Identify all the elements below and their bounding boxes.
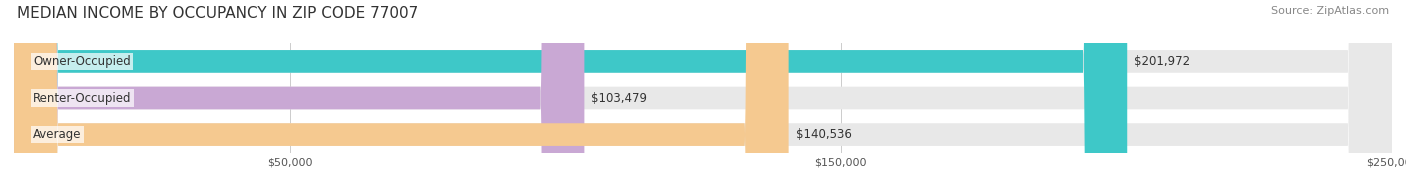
- Text: $103,479: $103,479: [592, 92, 647, 104]
- Text: Average: Average: [34, 128, 82, 141]
- FancyBboxPatch shape: [14, 0, 1392, 196]
- Text: $201,972: $201,972: [1135, 55, 1191, 68]
- Text: Source: ZipAtlas.com: Source: ZipAtlas.com: [1271, 6, 1389, 16]
- FancyBboxPatch shape: [14, 0, 1128, 196]
- FancyBboxPatch shape: [14, 0, 1392, 196]
- FancyBboxPatch shape: [14, 0, 1392, 196]
- Text: MEDIAN INCOME BY OCCUPANCY IN ZIP CODE 77007: MEDIAN INCOME BY OCCUPANCY IN ZIP CODE 7…: [17, 6, 418, 21]
- Text: $140,536: $140,536: [796, 128, 852, 141]
- Text: Owner-Occupied: Owner-Occupied: [34, 55, 131, 68]
- FancyBboxPatch shape: [14, 0, 789, 196]
- Text: Renter-Occupied: Renter-Occupied: [34, 92, 132, 104]
- FancyBboxPatch shape: [14, 0, 585, 196]
